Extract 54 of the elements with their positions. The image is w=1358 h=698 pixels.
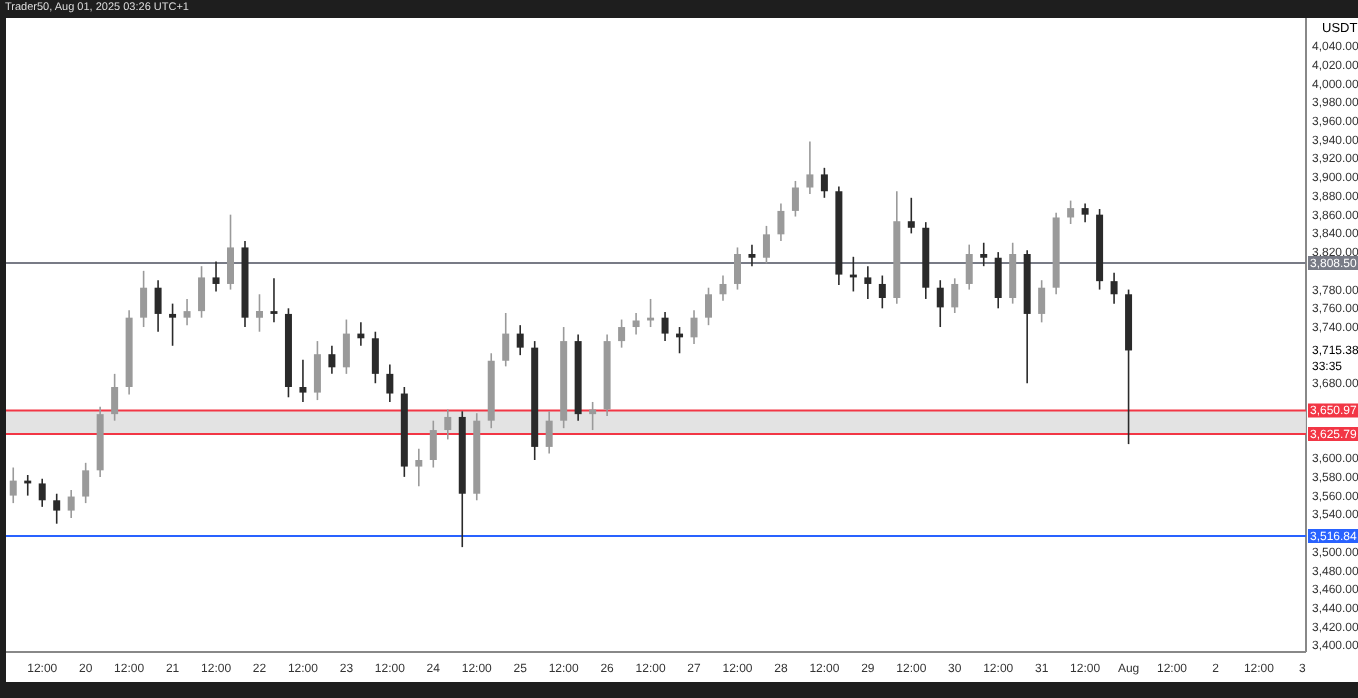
candlestick (733, 246, 741, 291)
candlestick (67, 489, 75, 519)
candlestick (9, 466, 17, 504)
candlestick (502, 312, 510, 368)
candlestick (255, 293, 263, 333)
candlestick (183, 298, 191, 326)
candlestick (864, 265, 872, 300)
candlestick (1038, 279, 1046, 324)
candlestick (169, 302, 177, 347)
candlestick (1067, 199, 1075, 225)
candlestick (516, 324, 524, 356)
candlestick (53, 492, 61, 525)
candlestick (313, 340, 321, 401)
candlestick (661, 311, 669, 342)
candlestick (212, 260, 220, 293)
candlestick (1009, 241, 1017, 305)
candlestick (951, 277, 959, 314)
candlestick (1081, 202, 1089, 223)
candlestick (444, 408, 452, 441)
candlestick (907, 197, 915, 235)
candlestick (429, 419, 437, 469)
candlestick (140, 270, 148, 328)
candlestick (777, 202, 785, 242)
candlestick (270, 277, 278, 324)
candlestick (154, 279, 162, 333)
candlestick (111, 373, 119, 422)
candlestick (299, 359, 307, 403)
candlestick (980, 241, 988, 267)
candlestick (328, 344, 336, 375)
candlestick (965, 243, 973, 291)
candlestick (748, 243, 756, 267)
candlestick (618, 318, 626, 349)
candlestick (342, 318, 350, 375)
candlestick (371, 330, 379, 385)
candlestick (806, 140, 814, 195)
candlestick (589, 401, 597, 431)
candlestick (415, 447, 423, 488)
candlestick (198, 265, 206, 319)
candlestick (936, 279, 944, 328)
candlestick (719, 274, 727, 302)
candlestick (386, 363, 394, 403)
candlestick (762, 225, 770, 265)
candlestick (705, 286, 713, 326)
candlestick (994, 251, 1002, 310)
candlestick (82, 462, 90, 504)
candlestick (632, 312, 640, 336)
candlestick (545, 410, 553, 455)
candlestick (690, 309, 698, 345)
candlestick (791, 180, 799, 218)
candlestick (227, 213, 235, 291)
candlestick (38, 477, 46, 508)
candlestick (878, 274, 886, 310)
candlestick (1110, 271, 1118, 305)
candlestick (820, 167, 828, 199)
